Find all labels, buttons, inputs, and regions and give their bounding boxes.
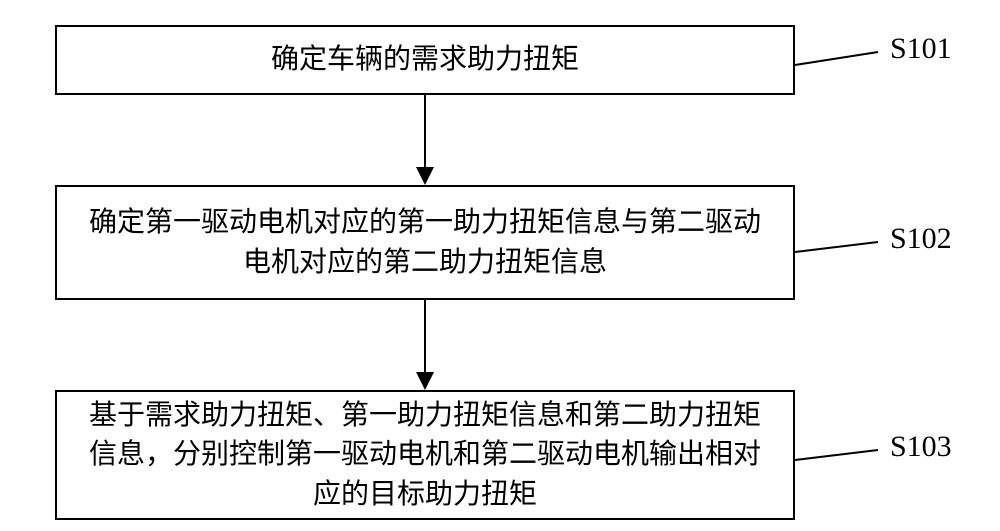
flow-node-s103-text: 基于需求助力扭矩、第一助力扭矩信息和第二助力扭矩信息，分别控制第一驱动电机和第二…	[67, 396, 783, 514]
step-label-s102: S102	[890, 222, 952, 256]
step-label-s101: S101	[890, 32, 952, 66]
flow-node-s103: 基于需求助力扭矩、第一助力扭矩信息和第二助力扭矩信息，分别控制第一驱动电机和第二…	[55, 390, 795, 520]
step-label-s103: S103	[890, 430, 952, 464]
arrow-head-icon	[416, 167, 434, 185]
flow-node-s101-text: 确定车辆的需求助力扭矩	[67, 40, 783, 79]
connector-line-s103	[795, 450, 878, 460]
flow-node-s102-text: 确定第一驱动电机对应的第一助力扭矩信息与第二驱动电机对应的第二助力扭矩信息	[67, 203, 783, 281]
arrow-head-icon	[416, 372, 434, 390]
arrow-s102-s103	[414, 300, 436, 390]
arrow-s101-s102	[414, 95, 436, 185]
connector-line-s102	[795, 242, 878, 252]
connector-line-s101	[795, 52, 878, 65]
flow-node-s102: 确定第一驱动电机对应的第一助力扭矩信息与第二驱动电机对应的第二助力扭矩信息	[55, 185, 795, 300]
flow-node-s101: 确定车辆的需求助力扭矩	[55, 25, 795, 95]
flowchart-canvas: 确定车辆的需求助力扭矩 确定第一驱动电机对应的第一助力扭矩信息与第二驱动电机对应…	[0, 0, 1000, 531]
